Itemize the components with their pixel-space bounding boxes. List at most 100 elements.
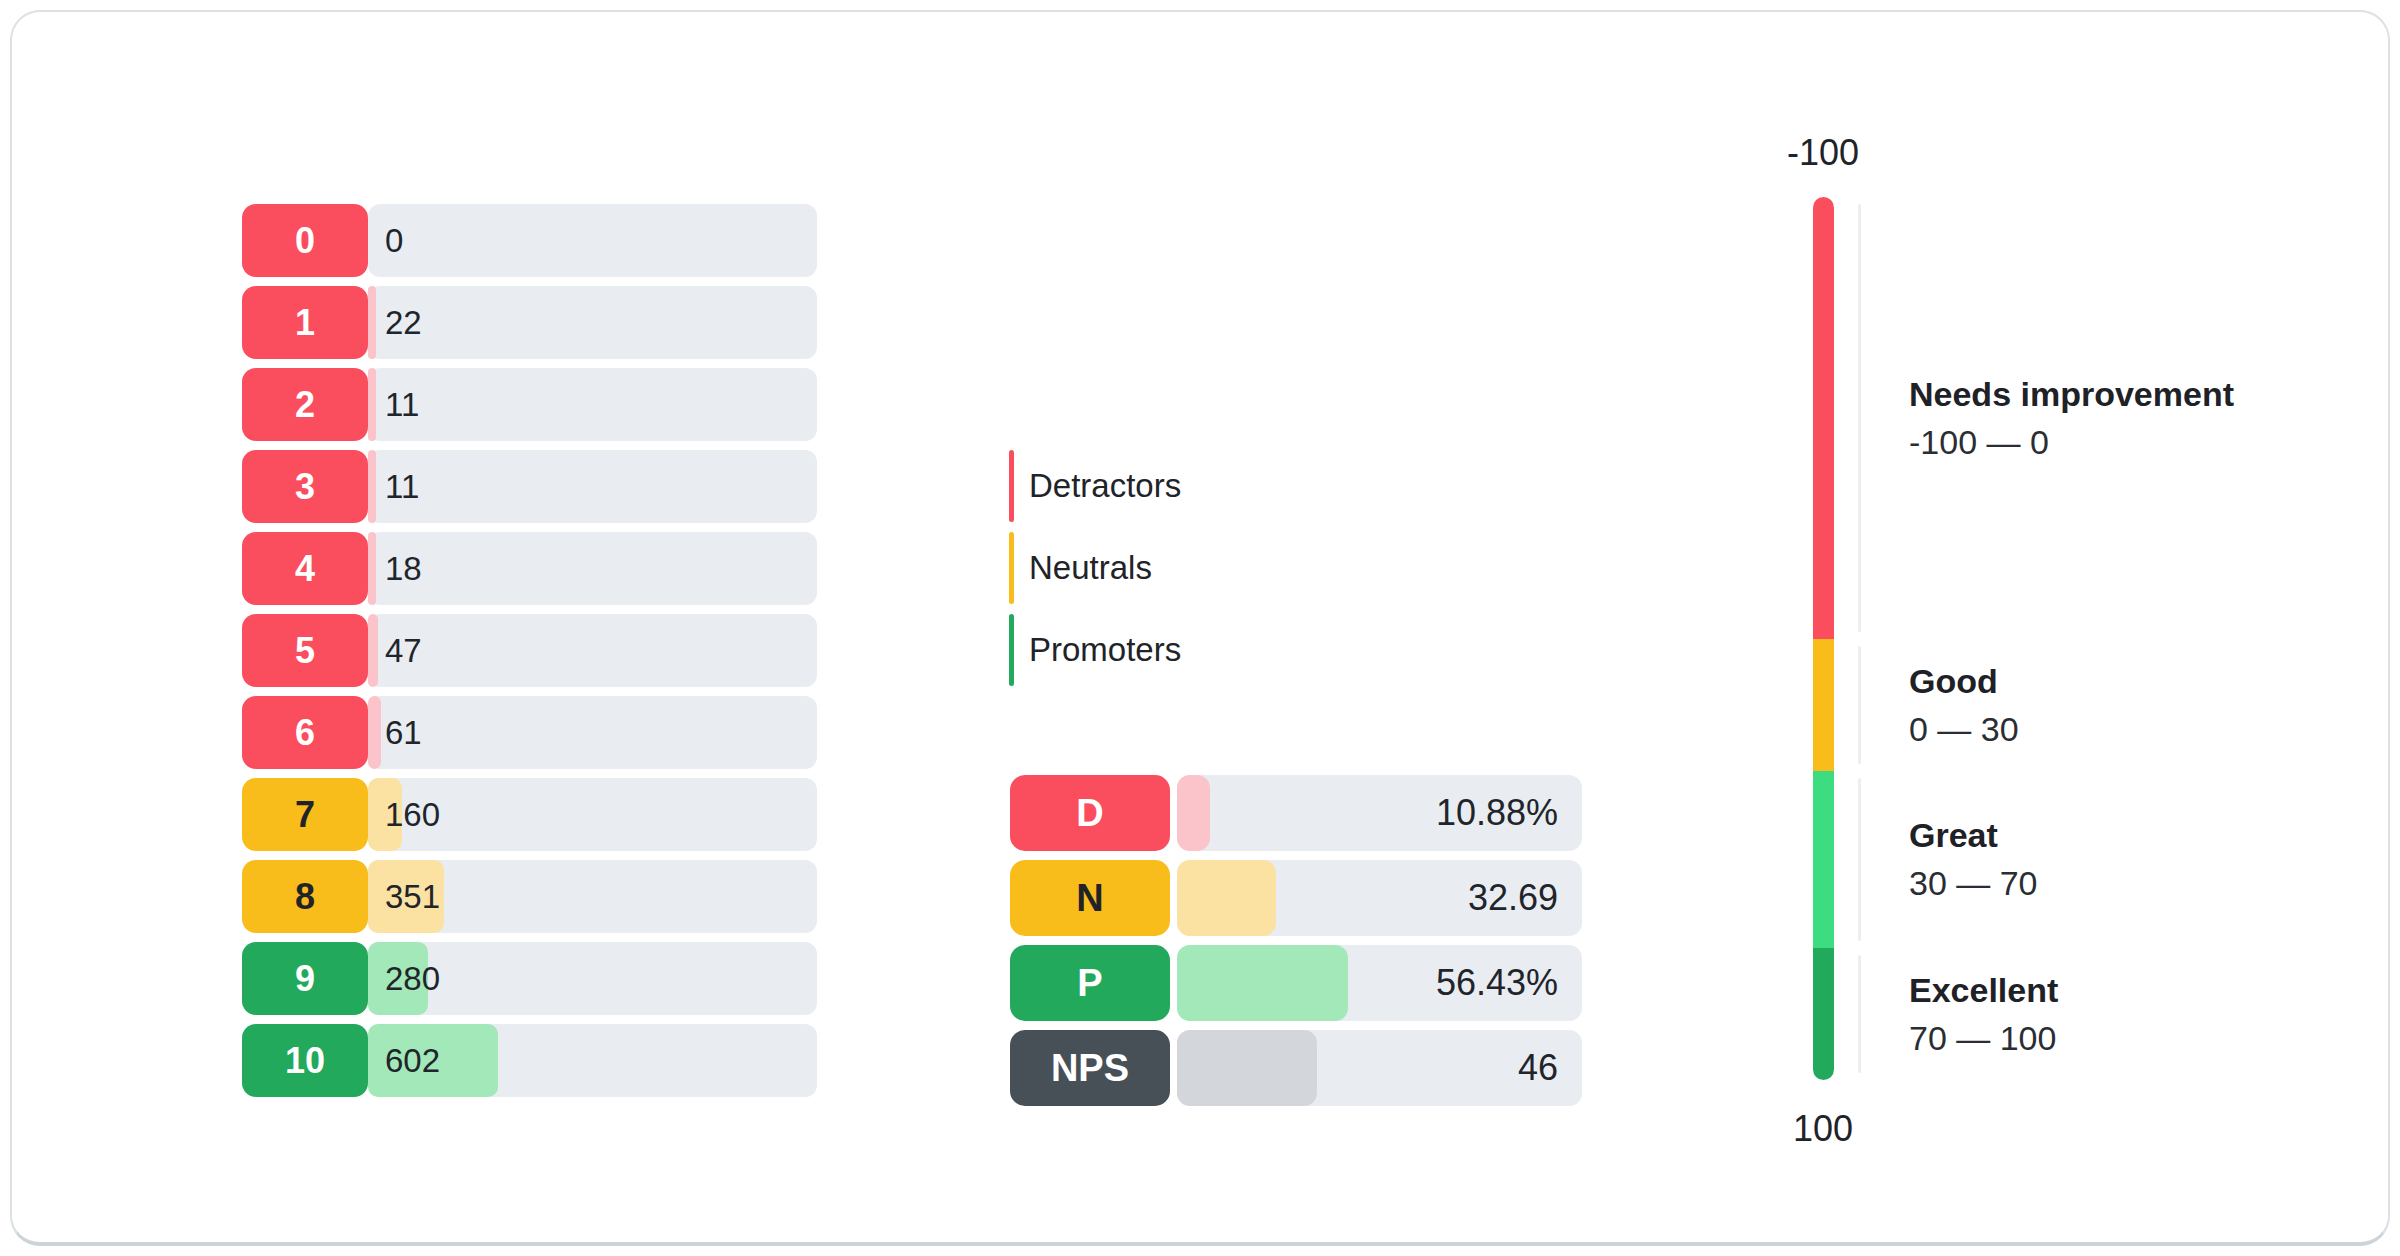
score-track: 11 [368,368,817,441]
score-row: 18 4 [242,532,817,605]
score-badge: 0 [242,204,368,277]
summary-value: 10.88% [1436,775,1558,851]
gauge-zone-range: -100 — 0 [1909,418,2329,466]
score-track: 22 [368,286,817,359]
summary-badge: P [1010,945,1170,1021]
score-count: 602 [385,1024,440,1097]
legend-label: Promoters [1029,631,1181,669]
summary-badge: NPS [1010,1030,1170,1106]
score-row: 160 7 [242,778,817,851]
legend-item: Promoters [1009,614,1181,686]
summary-value: 32.69 [1468,860,1558,936]
summary-fill-bar [1177,775,1210,851]
score-track: 160 [368,778,817,851]
score-row: 11 2 [242,368,817,441]
gauge-tick-segment [1858,646,1861,764]
score-count: 11 [385,368,419,441]
score-track: 351 [368,860,817,933]
summary-badge: D [1010,775,1170,851]
legend-item: Neutrals [1009,532,1181,604]
score-badge: 5 [242,614,368,687]
score-count: 280 [385,942,440,1015]
score-fill-bar [368,286,376,359]
summary-badge: N [1010,860,1170,936]
legend-label: Neutrals [1029,549,1152,587]
score-badge: 2 [242,368,368,441]
score-badge: 1 [242,286,368,359]
legend-color-tick [1009,614,1014,686]
score-badge: 8 [242,860,368,933]
gauge-zone-range: 70 — 100 [1909,1014,2329,1062]
score-count: 0 [385,204,403,277]
score-row: 0 0 [242,204,817,277]
score-track: 0 [368,204,817,277]
score-row: 22 1 [242,286,817,359]
summary-track: 56.43% [1177,945,1582,1021]
gauge-zone-segment [1813,639,1834,771]
legend-label: Detractors [1029,467,1181,505]
gauge-zone-label: Excellent70 — 100 [1909,966,2329,1062]
summary-value: 56.43% [1436,945,1558,1021]
gauge-scale-bar [1813,197,1834,1080]
legend-color-tick [1009,532,1014,604]
gauge-zone-title: Excellent [1909,966,2329,1014]
summary-track: 10.88% [1177,775,1582,851]
score-track: 47 [368,614,817,687]
gauge-zone-label: Great30 — 70 [1909,811,2329,907]
score-badge: 3 [242,450,368,523]
gauge-tick-segment [1858,955,1861,1073]
score-row: 602 10 [242,1024,817,1097]
summary-row: 10.88% D [1010,775,1582,851]
gauge-zone-label: Needs improvement-100 — 0 [1909,370,2329,466]
summary-row: 32.69 N [1010,860,1582,936]
gauge-zone-range: 30 — 70 [1909,859,2329,907]
score-distribution-chart: 0 0 22 1 11 2 11 3 18 4 47 [242,204,817,1106]
gauge-zone-title: Great [1909,811,2329,859]
legend: Detractors Neutrals Promoters [1009,450,1181,696]
gauge-zone-title: Needs improvement [1909,370,2329,418]
summary-value: 46 [1518,1030,1558,1106]
score-fill-bar [368,450,376,523]
score-fill-bar [368,532,376,605]
summary-fill-bar [1177,860,1276,936]
score-count: 18 [385,532,422,605]
legend-item: Detractors [1009,450,1181,522]
summary-fill-bar [1177,1030,1317,1106]
score-count: 160 [385,778,440,851]
score-track: 18 [368,532,817,605]
nps-summary-chart: 10.88% D 32.69 N 56.43% P 46 NPS [1010,775,1582,1115]
score-count: 22 [385,286,422,359]
score-row: 47 5 [242,614,817,687]
summary-fill-bar [1177,945,1348,1021]
gauge-zone-segment [1813,197,1834,639]
score-row: 11 3 [242,450,817,523]
gauge-zone-range: 0 — 30 [1909,705,2329,753]
score-track: 61 [368,696,817,769]
summary-track: 32.69 [1177,860,1582,936]
score-row: 61 6 [242,696,817,769]
score-row: 280 9 [242,942,817,1015]
score-badge: 6 [242,696,368,769]
score-count: 11 [385,450,419,523]
score-fill-bar [368,614,378,687]
summary-row: 56.43% P [1010,945,1582,1021]
gauge-max-label: 100 [1743,1108,1903,1150]
gauge-tick-segment [1858,204,1861,632]
gauge-zone-segment [1813,948,1834,1080]
summary-row: 46 NPS [1010,1030,1582,1106]
score-count: 351 [385,860,440,933]
gauge-zone-title: Good [1909,657,2329,705]
gauge-zone-segment [1813,771,1834,948]
score-row: 351 8 [242,860,817,933]
score-fill-bar [368,696,381,769]
gauge-zone-label: Good0 — 30 [1909,657,2329,753]
score-badge: 4 [242,532,368,605]
gauge-min-label: -100 [1743,132,1903,174]
gauge-tick-segment [1858,778,1861,941]
legend-color-tick [1009,450,1014,522]
score-track: 602 [368,1024,817,1097]
score-fill-bar [368,368,376,441]
nps-report-card: 0 0 22 1 11 2 11 3 18 4 47 [10,10,2390,1246]
score-track: 11 [368,450,817,523]
score-count: 47 [385,614,422,687]
